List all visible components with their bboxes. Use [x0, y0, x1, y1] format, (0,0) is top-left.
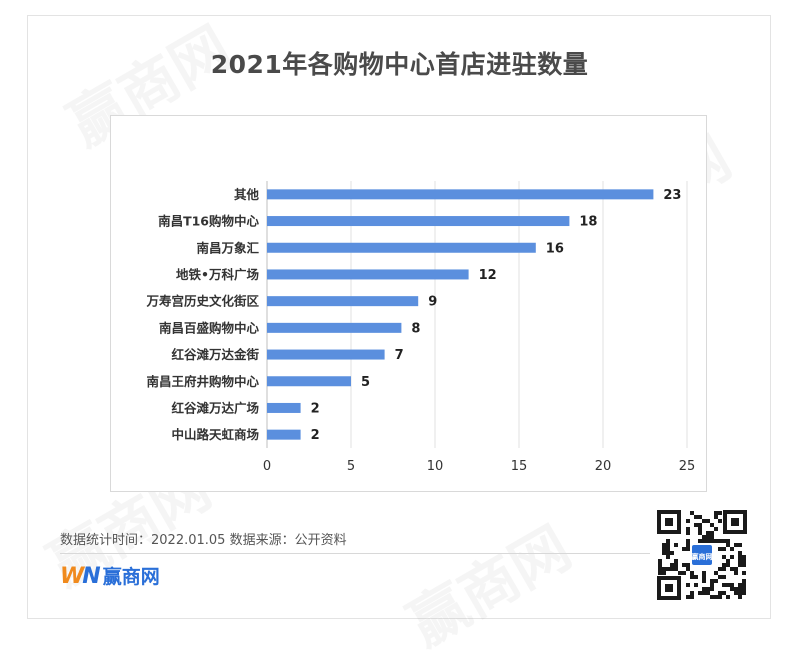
bar — [267, 402, 301, 413]
data-label: 9 — [428, 295, 437, 310]
x-tick-label: 5 — [347, 459, 355, 474]
category-label: 南昌T16购物中心 — [158, 214, 259, 229]
x-tick-label: 10 — [427, 459, 444, 474]
category-label: 万寿宫历史文化街区 — [145, 294, 259, 309]
bar — [267, 322, 402, 333]
data-label: 8 — [411, 321, 420, 336]
data-label: 16 — [546, 241, 564, 256]
bar — [267, 269, 469, 280]
category-label: 红谷滩万达金街 — [171, 347, 259, 362]
x-tick-label: 15 — [511, 459, 528, 474]
category-label: 其他 — [234, 187, 260, 202]
x-tick-label: 0 — [263, 459, 271, 474]
qr-center-label: 赢商网 — [692, 552, 713, 561]
category-label: 红谷滩万达广场 — [171, 400, 259, 415]
value-labels: 23 18 16 12 987 5 2 2 — [311, 188, 682, 443]
footer-divider — [60, 553, 650, 554]
category-label: 中山路天虹商场 — [171, 427, 259, 442]
data-label: 18 — [579, 215, 597, 230]
source-note: 数据统计时间：2022.01.05 数据来源：公开资料 — [60, 533, 347, 548]
x-tick-label: 25 — [679, 459, 696, 474]
x-tick-label: 20 — [595, 459, 612, 474]
bar — [267, 376, 351, 387]
data-label: 7 — [395, 348, 404, 363]
chart-title: 2021年各购物中心首店进驻数量 — [210, 50, 589, 79]
brand-logo: WN 赢商网 — [60, 564, 160, 590]
bar — [267, 189, 654, 200]
bar — [267, 296, 419, 307]
category-label: 南昌万象汇 — [196, 240, 259, 255]
logo-text: 赢商网 — [102, 566, 160, 588]
bars — [267, 189, 654, 440]
data-label: 5 — [361, 375, 370, 390]
category-label: 南昌王府井购物中心 — [146, 374, 259, 389]
logo-n: N — [82, 564, 100, 589]
bar — [267, 429, 301, 440]
logo-mark: WN — [60, 564, 101, 590]
data-label: 2 — [311, 401, 320, 416]
bar — [267, 349, 385, 360]
bar — [267, 242, 536, 253]
category-label: 南昌百盛购物中心 — [159, 320, 260, 335]
category-labels: 其他南昌T16购物中心南昌万象汇地铁•万科广场万寿宫历史文化街区南昌百盛购物中心… — [145, 187, 259, 442]
data-label: 12 — [479, 268, 497, 283]
logo-w: W — [60, 564, 84, 589]
category-label: 地铁•万科广场 — [176, 267, 259, 282]
data-label: 2 — [311, 428, 320, 443]
qr-code: 赢商网 — [657, 510, 747, 600]
data-label: 23 — [663, 188, 681, 203]
x-tick-labels: 0 5 10 15 20 25 — [263, 459, 695, 474]
bar-chart: 其他南昌T16购物中心南昌万象汇地铁•万科广场万寿宫历史文化街区南昌百盛购物中心… — [145, 181, 695, 474]
bar — [267, 216, 570, 227]
